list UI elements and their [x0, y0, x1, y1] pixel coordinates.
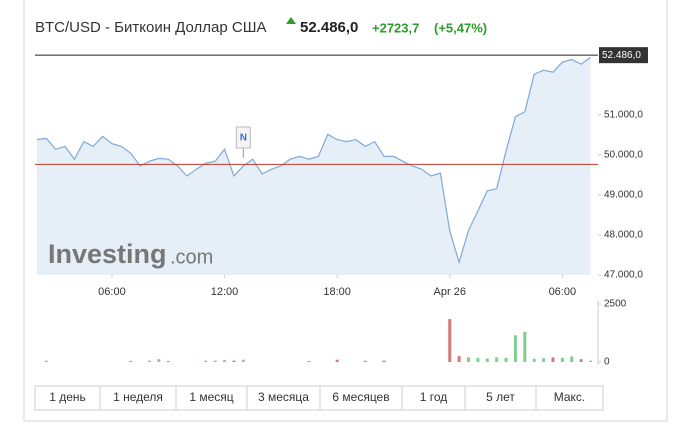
range-button-box	[464, 385, 537, 411]
volume-bar	[579, 359, 583, 362]
volume-bar	[448, 319, 452, 362]
volume-bar	[467, 357, 471, 362]
range-button-box	[401, 385, 466, 411]
range-button-label: Макс.	[554, 390, 586, 404]
range-button[interactable]: 3 месяца	[246, 385, 321, 411]
range-button-box	[319, 385, 403, 411]
y-tick-label: 49.000,0	[604, 189, 643, 200]
volume-bar	[213, 360, 217, 362]
range-button[interactable]: 1 месяц	[175, 385, 248, 411]
volume-bar	[504, 357, 508, 362]
volume-bar	[44, 360, 48, 362]
range-button-label: 1 месяц	[189, 390, 233, 404]
y-tick-label: 48.000,0	[604, 230, 643, 241]
volume-bar	[232, 360, 236, 362]
volume-bar	[147, 360, 151, 362]
volume-bar	[495, 357, 499, 362]
price: 52.486,0	[300, 19, 358, 36]
range-button-box	[175, 385, 248, 411]
last-price-box	[599, 47, 648, 64]
volume-bar	[223, 360, 227, 362]
range-button[interactable]: 1 день	[34, 385, 101, 411]
x-tick-label: 12:00	[211, 286, 239, 298]
volume-bar	[335, 359, 339, 362]
range-button[interactable]: 6 месяцев	[319, 385, 403, 411]
volume-bar	[476, 357, 480, 362]
x-tick-label: Apr 26	[434, 286, 466, 298]
volume-bar	[382, 360, 386, 362]
volume-bar	[204, 360, 208, 362]
range-button-label: 1 неделя	[113, 390, 163, 404]
range-button-label: 5 лет	[486, 390, 515, 404]
volume-bar	[241, 359, 245, 362]
x-tick-label: 18:00	[323, 286, 351, 298]
volume-bar	[157, 359, 161, 362]
range-button-label: 3 месяца	[258, 390, 309, 404]
y-tick-label: 0	[604, 357, 610, 368]
y-tick-label: 47.000,0	[604, 270, 643, 281]
range-button-label: 1 год	[420, 390, 448, 404]
range-button-box	[246, 385, 321, 411]
volume-bar	[523, 331, 527, 362]
volume-bar	[542, 358, 546, 362]
volume-bar	[307, 361, 311, 362]
y-tick-label: 50.000,0	[604, 149, 643, 160]
annotation-flag	[235, 126, 251, 149]
range-button[interactable]: 1 неделя	[99, 385, 177, 411]
up-arrow	[286, 17, 296, 24]
range-button-box	[99, 385, 177, 411]
range-button-box	[535, 385, 604, 411]
volume-bar	[551, 357, 555, 362]
volume-bar	[532, 358, 536, 362]
volume-bar	[457, 355, 461, 362]
volume-bar	[560, 357, 564, 362]
range-button-label: 1 день	[49, 390, 86, 404]
volume-bar	[513, 335, 517, 362]
volume-bar	[129, 361, 133, 362]
price-line	[36, 56, 591, 265]
range-buttons: 1 день 1 неделя 1 месяц 3 месяца 6 месяцев 1 …	[34, 385, 604, 411]
range-button-label: 6 месяцев	[332, 390, 389, 404]
range-button[interactable]: 1 год	[401, 385, 466, 411]
watermark-brand: Investing	[48, 239, 167, 269]
x-tick-label: 06:00	[549, 286, 577, 298]
annotation-label: N	[240, 133, 247, 144]
title: BTC/USD - Биткоин Доллар США	[35, 19, 266, 36]
plot: 52.486,0 47.000,0 48.000,0 49.000,0 50.000,0…	[35, 47, 648, 368]
y-tick-label: 2500	[604, 299, 627, 310]
x-tick-label: 06:00	[98, 286, 126, 298]
change: +2723,7	[372, 20, 419, 35]
volume-bar	[570, 356, 574, 362]
area-fill	[36, 57, 591, 276]
volume-bar	[588, 360, 592, 362]
volume-bar	[363, 360, 367, 362]
y-tick-label: 51.000,0	[604, 109, 643, 120]
volume-bar	[485, 358, 489, 362]
change-pct: (+5,47%)	[434, 20, 487, 35]
watermark-suffix: .com	[170, 246, 213, 268]
volume-bar	[166, 361, 170, 362]
range-button[interactable]: Макс.	[535, 385, 604, 411]
last-price-label: 52.486,0	[602, 50, 641, 61]
range-button[interactable]: 5 лет	[464, 385, 537, 411]
